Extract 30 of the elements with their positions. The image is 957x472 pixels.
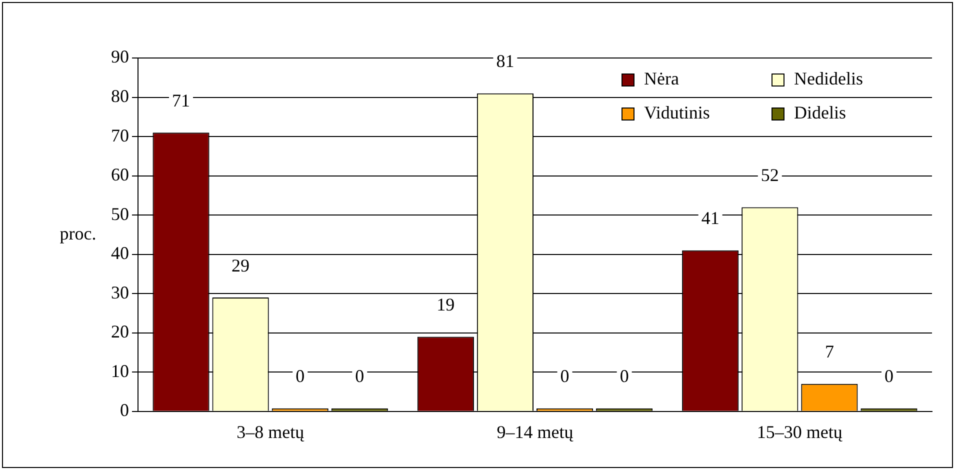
x-tick-label: 15–30 metų <box>756 422 844 442</box>
data-label: 81 <box>496 51 514 72</box>
y-tick-label: 90 <box>111 46 129 67</box>
x-tick-label: 9–14 metų <box>496 422 574 442</box>
data-label: 19 <box>436 294 455 315</box>
y-tick-label: 10 <box>111 360 129 381</box>
y-tick-label: 80 <box>111 86 129 106</box>
y-axis-title: proc. <box>60 223 96 244</box>
legend-label: Nėra <box>644 68 679 89</box>
data-label: 41 <box>701 208 720 228</box>
legend-label: Vidutinis <box>644 102 710 123</box>
data-label: 0 <box>355 366 364 386</box>
data-label: 71 <box>172 90 190 110</box>
data-label: 0 <box>560 366 570 386</box>
y-tick-label: 50 <box>111 204 129 224</box>
legend-label: Didelis <box>794 102 846 123</box>
data-label: 29 <box>232 255 250 276</box>
y-tick-label: 0 <box>120 400 129 420</box>
y-tick-label: 60 <box>111 164 129 185</box>
y-tick-label: 70 <box>111 125 129 146</box>
y-tick-label: 30 <box>111 282 129 302</box>
y-tick-label: 20 <box>111 322 129 342</box>
data-label: 0 <box>296 366 305 386</box>
data-label: 0 <box>884 366 894 386</box>
data-label: 7 <box>824 342 834 362</box>
x-tick-label: 3–8 metų <box>236 422 306 442</box>
data-label: 0 <box>620 366 629 386</box>
data-label: 52 <box>760 164 779 185</box>
y-tick-label: 40 <box>111 243 129 264</box>
legend-label: Nedidelis <box>794 68 863 89</box>
